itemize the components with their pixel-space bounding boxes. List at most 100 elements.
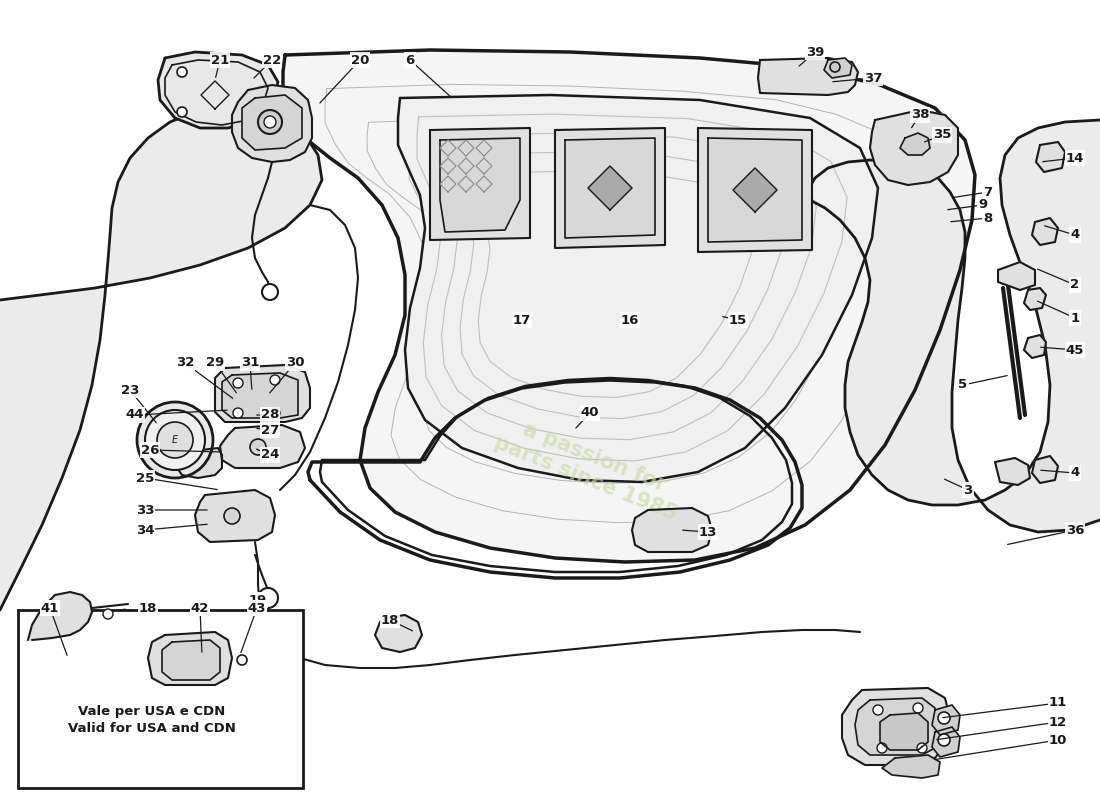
Text: 25: 25 xyxy=(136,471,154,485)
Circle shape xyxy=(177,107,187,117)
Text: 37: 37 xyxy=(864,71,882,85)
Text: Valid for USA and CDN: Valid for USA and CDN xyxy=(68,722,235,734)
Circle shape xyxy=(913,703,923,713)
Circle shape xyxy=(236,655,248,665)
Polygon shape xyxy=(232,85,312,162)
Text: E: E xyxy=(172,435,178,445)
Polygon shape xyxy=(880,713,928,750)
Polygon shape xyxy=(1032,218,1058,245)
Polygon shape xyxy=(932,705,960,735)
Text: 41: 41 xyxy=(41,602,59,614)
Text: 8: 8 xyxy=(983,211,992,225)
Polygon shape xyxy=(708,138,802,242)
Text: 42: 42 xyxy=(190,602,209,614)
Text: 10: 10 xyxy=(1048,734,1067,746)
Polygon shape xyxy=(148,632,232,685)
Circle shape xyxy=(877,743,887,753)
Text: 34: 34 xyxy=(135,523,154,537)
Text: 39: 39 xyxy=(806,46,824,58)
Circle shape xyxy=(873,705,883,715)
Text: 7: 7 xyxy=(983,186,992,198)
Text: 31: 31 xyxy=(241,357,260,370)
Polygon shape xyxy=(440,138,520,232)
Polygon shape xyxy=(283,50,975,562)
Circle shape xyxy=(938,734,950,746)
Text: 26: 26 xyxy=(141,443,160,457)
Polygon shape xyxy=(220,425,305,468)
Polygon shape xyxy=(998,262,1035,290)
Text: 4: 4 xyxy=(1070,466,1079,479)
Text: 21: 21 xyxy=(211,54,229,66)
Polygon shape xyxy=(175,448,222,478)
Text: 13: 13 xyxy=(698,526,717,538)
Polygon shape xyxy=(1036,142,1065,172)
Text: 5: 5 xyxy=(958,378,968,391)
Polygon shape xyxy=(1024,335,1046,358)
Text: 23: 23 xyxy=(121,383,140,397)
Text: 14: 14 xyxy=(1066,151,1085,165)
Circle shape xyxy=(938,712,950,724)
Text: 1: 1 xyxy=(1070,311,1079,325)
Text: 43: 43 xyxy=(248,602,266,614)
Polygon shape xyxy=(398,95,878,482)
Circle shape xyxy=(264,116,276,128)
Polygon shape xyxy=(882,755,940,778)
Text: 6: 6 xyxy=(406,54,415,66)
Polygon shape xyxy=(158,52,278,128)
Polygon shape xyxy=(900,133,930,155)
Text: 35: 35 xyxy=(933,129,952,142)
Polygon shape xyxy=(588,166,632,210)
Polygon shape xyxy=(222,373,298,418)
Text: 20: 20 xyxy=(351,54,370,66)
Polygon shape xyxy=(565,138,654,238)
Text: 4: 4 xyxy=(1070,229,1079,242)
Text: 32: 32 xyxy=(176,357,195,370)
Circle shape xyxy=(250,439,266,455)
Text: 41: 41 xyxy=(41,602,59,614)
Text: 33: 33 xyxy=(135,503,154,517)
Text: a passion for
parts since 1985: a passion for parts since 1985 xyxy=(492,411,689,525)
Text: 11: 11 xyxy=(1049,697,1067,710)
Polygon shape xyxy=(855,698,938,755)
Circle shape xyxy=(103,609,113,619)
Polygon shape xyxy=(1032,456,1058,483)
Circle shape xyxy=(233,378,243,388)
Text: 18: 18 xyxy=(381,614,399,626)
Circle shape xyxy=(177,67,187,77)
Text: 9: 9 xyxy=(978,198,988,211)
FancyBboxPatch shape xyxy=(18,610,303,788)
Polygon shape xyxy=(556,128,666,248)
Circle shape xyxy=(145,410,205,470)
Polygon shape xyxy=(0,108,322,610)
Text: 27: 27 xyxy=(261,423,279,437)
Polygon shape xyxy=(430,128,530,240)
Polygon shape xyxy=(214,365,310,422)
Text: 42: 42 xyxy=(190,602,209,614)
Text: 24: 24 xyxy=(261,449,279,462)
Circle shape xyxy=(233,408,243,418)
Polygon shape xyxy=(28,592,92,640)
Polygon shape xyxy=(375,615,422,652)
Circle shape xyxy=(224,508,240,524)
Text: 38: 38 xyxy=(911,109,930,122)
Polygon shape xyxy=(842,688,950,765)
Text: 44: 44 xyxy=(125,409,144,422)
Circle shape xyxy=(917,743,927,753)
Polygon shape xyxy=(870,110,958,185)
Polygon shape xyxy=(824,58,852,78)
Circle shape xyxy=(270,375,280,385)
Text: 12: 12 xyxy=(1049,715,1067,729)
Polygon shape xyxy=(1024,288,1046,310)
Polygon shape xyxy=(195,490,275,542)
Text: 45: 45 xyxy=(1066,343,1085,357)
Polygon shape xyxy=(932,727,960,757)
Circle shape xyxy=(262,284,278,300)
Text: 19: 19 xyxy=(249,594,267,606)
Circle shape xyxy=(270,408,280,418)
Polygon shape xyxy=(808,120,1100,532)
Text: 18: 18 xyxy=(139,602,157,614)
Polygon shape xyxy=(242,95,302,150)
Text: 17: 17 xyxy=(513,314,531,326)
Polygon shape xyxy=(996,458,1030,485)
Text: 40: 40 xyxy=(581,406,600,419)
